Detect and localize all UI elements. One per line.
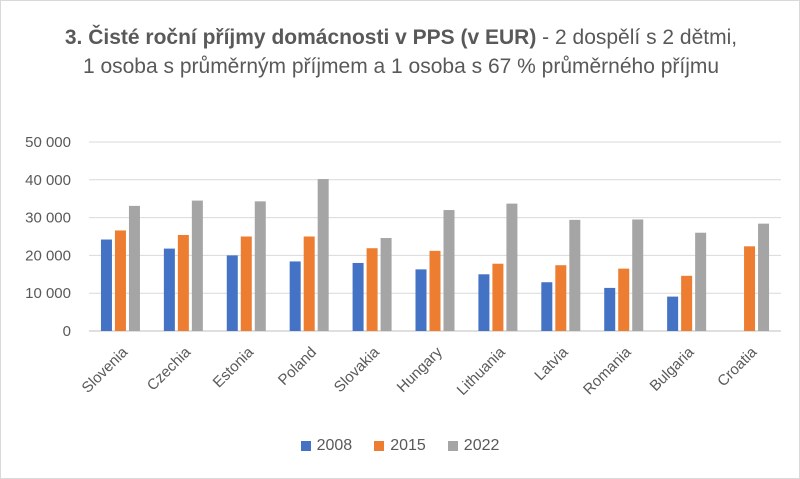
- category-label-slovenia: Slovenia: [79, 343, 132, 396]
- bar-croatia-2022: [758, 223, 770, 331]
- bar-bulgaria-2022: [695, 232, 707, 331]
- bar-poland-2015: [303, 236, 315, 331]
- bar-slovakia-2015: [366, 248, 378, 331]
- bar-estonia-2022: [254, 201, 266, 331]
- bar-romania-2015: [618, 268, 630, 331]
- category-label-poland: Poland: [275, 344, 320, 389]
- bar-poland-2022: [317, 179, 329, 331]
- bar-slovakia-2022: [380, 238, 392, 331]
- y-tick-label: 20 000: [25, 247, 71, 264]
- bar-czechia-2022: [191, 200, 203, 331]
- legend-label: 2022: [463, 437, 500, 454]
- category-label-bulgaria: Bulgaria: [647, 343, 698, 394]
- category-label-hungary: Hungary: [394, 343, 446, 395]
- bar-latvia-2008: [541, 282, 553, 331]
- bar-hungary-2015: [429, 250, 441, 331]
- bar-lithuania-2015: [492, 263, 504, 331]
- bar-romania-2008: [604, 287, 616, 331]
- category-label-romania: Romania: [580, 343, 635, 398]
- y-tick-label: 40 000: [25, 172, 71, 189]
- legend-swatch: [447, 441, 458, 451]
- y-tick-label: 30 000: [25, 210, 71, 227]
- chart-title: 3. Čisté roční příjmy domácnosti v PPS (…: [61, 23, 741, 81]
- bar-slovenia-2008: [100, 239, 112, 331]
- y-tick-label: 10 000: [25, 285, 71, 302]
- bar-hungary-2022: [443, 210, 455, 331]
- y-tick-label: 0: [63, 323, 71, 340]
- legend-label: 2015: [390, 437, 426, 454]
- bar-czechia-2015: [177, 234, 189, 331]
- bar-slovenia-2015: [114, 230, 126, 331]
- legend-item-2022: 2022: [447, 437, 500, 455]
- bar-romania-2022: [632, 219, 644, 331]
- category-label-slovakia: Slovakia: [331, 343, 384, 396]
- category-label-estonia: Estonia: [210, 343, 258, 391]
- bar-lithuania-2022: [506, 203, 518, 331]
- legend-label: 2008: [316, 437, 353, 454]
- category-label-croatia: Croatia: [714, 343, 761, 390]
- category-label-czechia: Czechia: [144, 343, 195, 394]
- legend: 2008 2015 2022: [1, 437, 799, 455]
- bar-lithuania-2008: [478, 274, 490, 331]
- legend-item-2008: 2008: [300, 437, 353, 455]
- bar-croatia-2015: [744, 246, 756, 331]
- bar-poland-2008: [289, 261, 301, 331]
- bar-bulgaria-2008: [667, 296, 679, 331]
- bar-estonia-2015: [240, 236, 252, 331]
- bar-bulgaria-2015: [681, 275, 693, 331]
- bar-hungary-2008: [415, 269, 427, 331]
- y-tick-label: 50 000: [25, 134, 71, 151]
- bar-estonia-2008: [226, 255, 238, 331]
- category-label-lithuania: Lithuania: [454, 343, 510, 399]
- chart-title-rest: - 2 dospělí s 2 dětmi, 1 osoba s průměrn…: [82, 26, 738, 78]
- bar-slovenia-2022: [128, 205, 140, 331]
- category-label-latvia: Latvia: [531, 343, 572, 384]
- legend-swatch: [300, 441, 311, 451]
- bar-czechia-2008: [163, 248, 175, 331]
- bar-latvia-2022: [569, 219, 581, 331]
- chart-title-bold: 3. Čisté roční příjmy domácnosti v PPS (…: [64, 26, 537, 49]
- legend-item-2015: 2015: [374, 437, 426, 455]
- bar-latvia-2015: [555, 265, 567, 331]
- legend-swatch: [374, 441, 385, 451]
- bar-slovakia-2008: [352, 262, 364, 331]
